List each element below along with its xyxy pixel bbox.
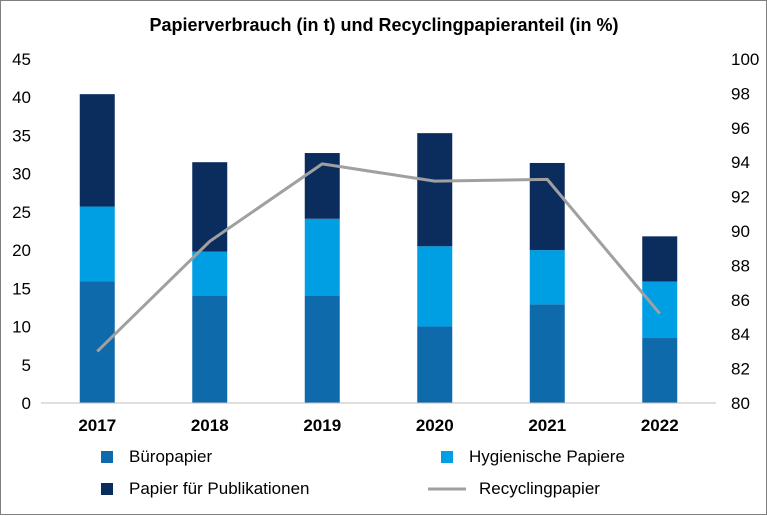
y-tick-label-20: 20 xyxy=(12,241,31,260)
legend-label-bueropapier: Büropapier xyxy=(129,447,213,466)
bar-bueropapier-2022 xyxy=(642,338,677,403)
chart-title: Papierverbrauch (in t) und Recyclingpapi… xyxy=(149,15,618,35)
y2-tick-label-96: 96 xyxy=(731,119,750,138)
bar-bueropapier-2020 xyxy=(417,327,452,403)
legend-label-recyclingpapier: Recyclingpapier xyxy=(479,479,600,498)
y-tick-label-25: 25 xyxy=(12,203,31,222)
legend-item-bueropapier: Büropapier xyxy=(101,447,213,466)
y2-tick-label-88: 88 xyxy=(731,256,750,275)
legend-item-hygienische-papiere: Hygienische Papiere xyxy=(441,447,625,466)
x-tick-label-2020: 2020 xyxy=(416,416,454,435)
x-tick-label-2022: 2022 xyxy=(641,416,679,435)
legend-swatch-papier-fuer-publikationen xyxy=(101,483,113,495)
y-tick-label-0: 0 xyxy=(22,394,31,413)
legend-layer: Büropapier Hygienische Papiere Papier für … xyxy=(101,447,625,498)
y-tick-label-30: 30 xyxy=(12,165,31,184)
legend-swatch-bueropapier xyxy=(101,451,113,463)
bar-hygienische-papiere-2022 xyxy=(642,281,677,338)
legend-item-recyclingpapier: Recyclingpapier xyxy=(428,479,600,498)
bar-papier-fuer-publikationen-2022 xyxy=(642,236,677,281)
bars-layer xyxy=(80,94,678,403)
bar-papier-fuer-publikationen-2018 xyxy=(192,162,227,251)
bar-hygienische-papiere-2018 xyxy=(192,252,227,296)
y-tick-label-45: 45 xyxy=(12,50,31,69)
bar-bueropapier-2017 xyxy=(80,281,115,403)
legend-item-papier-fuer-publikationen: Papier für Publikationen xyxy=(101,479,310,498)
y2-tick-label-84: 84 xyxy=(731,325,750,344)
x-tick-label-2021: 2021 xyxy=(528,416,566,435)
y-tick-label-35: 35 xyxy=(12,126,31,145)
bar-hygienische-papiere-2017 xyxy=(80,207,115,282)
x-tick-label-2019: 2019 xyxy=(303,416,341,435)
y-tick-label-15: 15 xyxy=(12,279,31,298)
y2-tick-label-92: 92 xyxy=(731,188,750,207)
y2-tick-label-80: 80 xyxy=(731,394,750,413)
legend-label-papier-fuer-publikationen: Papier für Publikationen xyxy=(129,479,310,498)
y-tick-label-5: 5 xyxy=(22,356,31,375)
y2-tick-label-86: 86 xyxy=(731,291,750,310)
y2-tick-label-98: 98 xyxy=(731,84,750,103)
legend-swatch-hygienische-papiere xyxy=(441,451,453,463)
bar-hygienische-papiere-2019 xyxy=(305,219,340,296)
legend-label-hygienische-papiere: Hygienische Papiere xyxy=(469,447,625,466)
bar-bueropapier-2021 xyxy=(530,304,565,403)
bar-papier-fuer-publikationen-2021 xyxy=(530,163,565,250)
y2-tick-label-94: 94 xyxy=(731,153,750,172)
y-tick-label-10: 10 xyxy=(12,318,31,337)
y2-tick-label-90: 90 xyxy=(731,222,750,241)
x-tick-label-2018: 2018 xyxy=(191,416,229,435)
bar-bueropapier-2018 xyxy=(192,296,227,403)
y2-tick-label-82: 82 xyxy=(731,360,750,379)
y2-tick-label-100: 100 xyxy=(731,50,759,69)
line-layer xyxy=(97,164,660,352)
y-tick-label-40: 40 xyxy=(12,88,31,107)
bar-hygienische-papiere-2021 xyxy=(530,250,565,304)
bar-papier-fuer-publikationen-2020 xyxy=(417,133,452,246)
bar-hygienische-papiere-2020 xyxy=(417,246,452,326)
bar-papier-fuer-publikationen-2017 xyxy=(80,94,115,206)
line-recyclingpapier xyxy=(97,164,660,351)
x-tick-label-2017: 2017 xyxy=(78,416,116,435)
bar-bueropapier-2019 xyxy=(305,296,340,403)
